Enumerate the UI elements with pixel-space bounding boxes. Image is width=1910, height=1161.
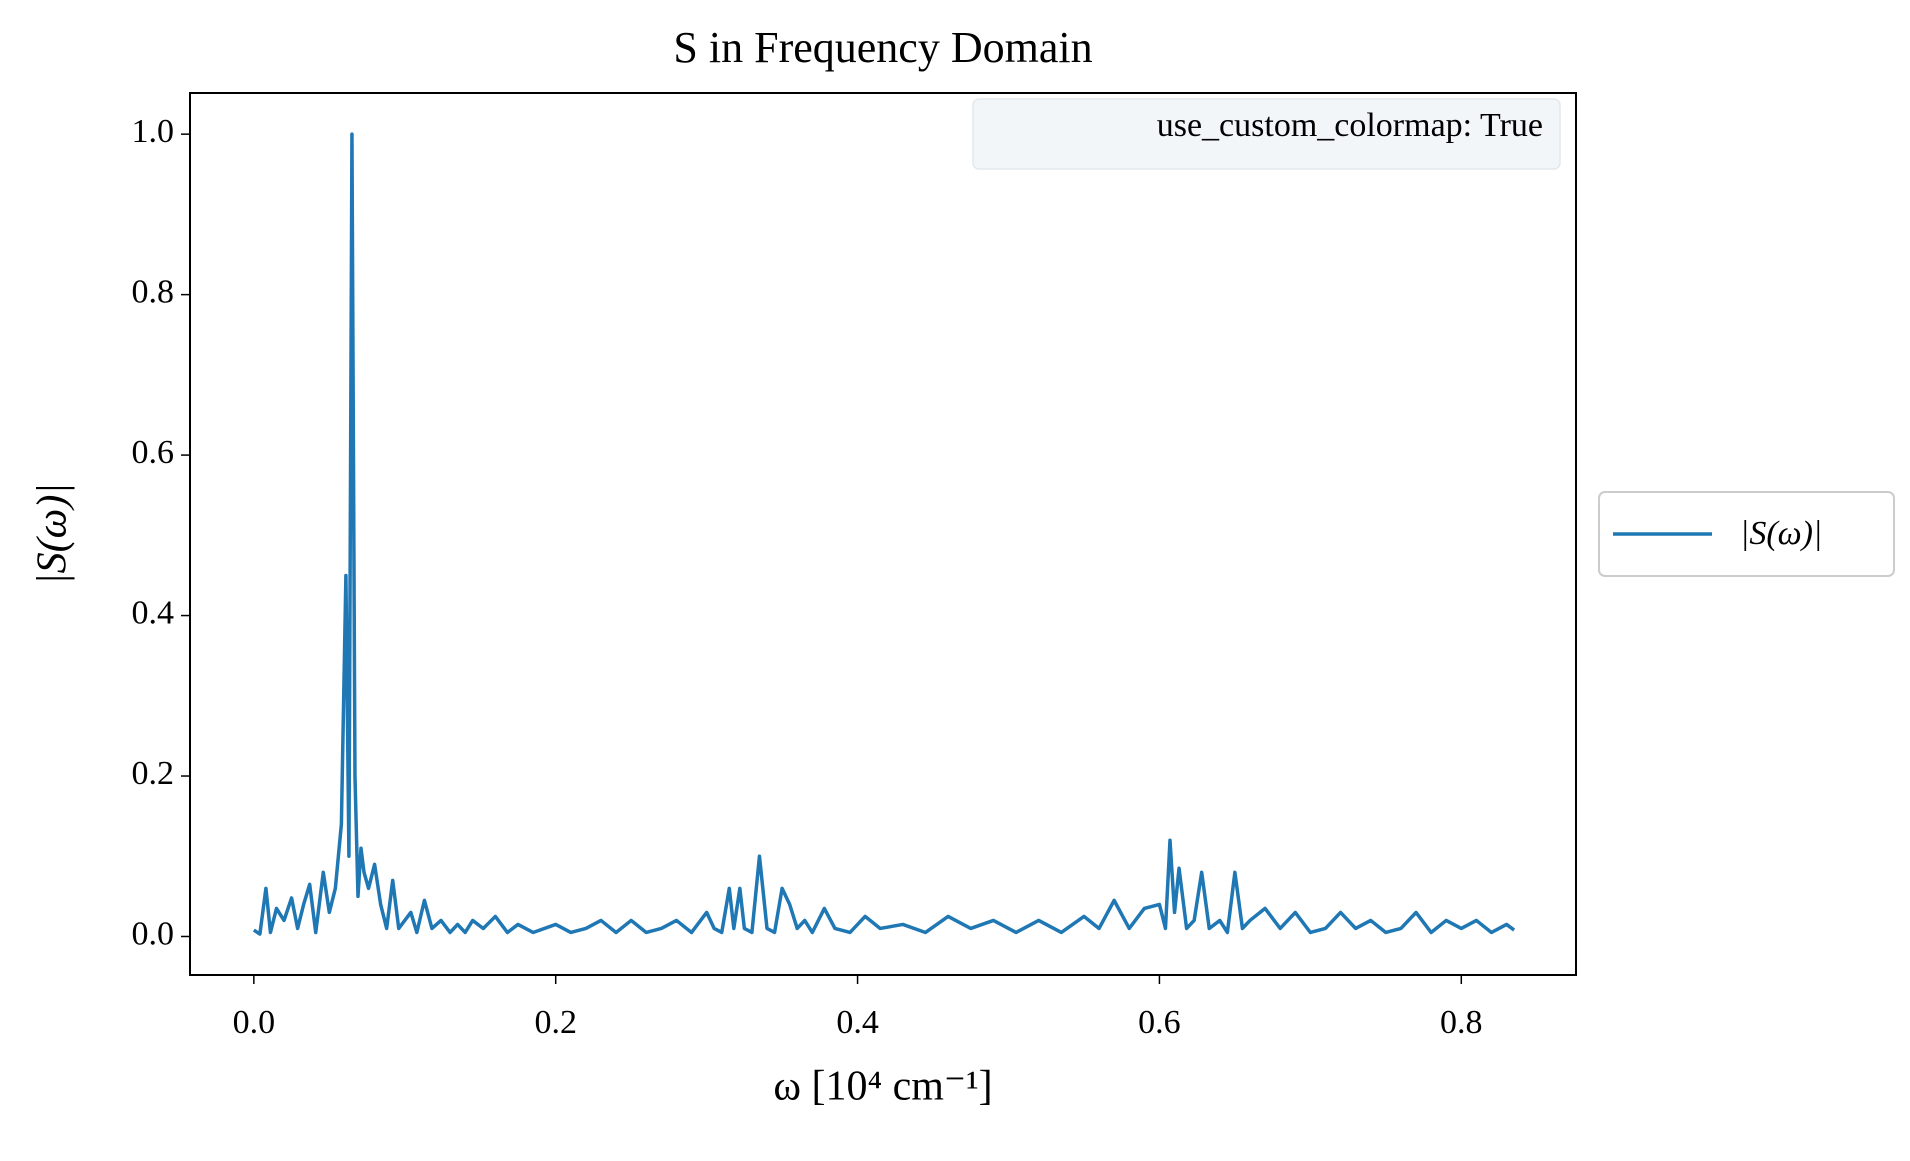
- annotation: use_custom_colormap: True: [1157, 107, 1543, 144]
- data-line: [252, 132, 1516, 936]
- y-tick-label: 1.0: [132, 113, 175, 150]
- annotation-box: [972, 98, 1561, 170]
- chart-title: S in Frequency Domain: [673, 23, 1092, 72]
- legend-label: |S(ω)|: [1740, 515, 1822, 552]
- y-tick-label: 0.0: [132, 915, 175, 952]
- y-tick-label: 0.2: [132, 755, 175, 792]
- x-tick-label: 0.0: [233, 1004, 276, 1041]
- x-tick-label: 0.4: [836, 1004, 879, 1041]
- y-tick-label: 0.6: [132, 434, 175, 471]
- x-tick-label: 0.2: [534, 1004, 577, 1041]
- x-tick-label: 0.8: [1440, 1004, 1483, 1041]
- x-tick-label: 0.6: [1138, 1004, 1181, 1041]
- plot-frame: [189, 92, 1577, 976]
- x-axis-label: ω [10⁴ cm⁻¹]: [773, 1064, 992, 1110]
- y-axis-label: |S(ω)|: [30, 483, 76, 585]
- legend-box: [1598, 491, 1895, 577]
- y-tick-label: 0.8: [132, 273, 175, 310]
- y-tick-label: 0.4: [132, 594, 175, 631]
